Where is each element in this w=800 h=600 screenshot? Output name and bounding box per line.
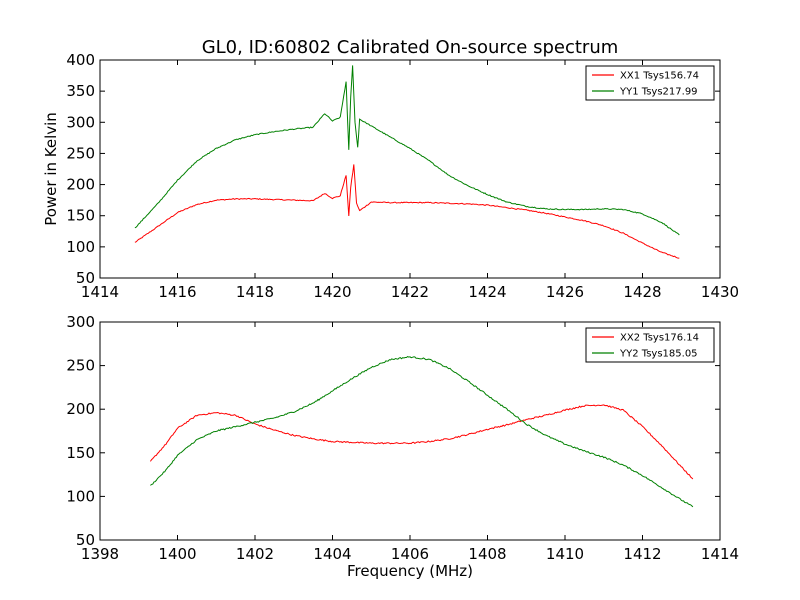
top-series-line-1 — [134, 164, 680, 259]
bottom-y-tick-label: 100 — [66, 487, 95, 505]
bottom-x-tick-label: 1404 — [313, 545, 351, 563]
top-legend-box — [585, 65, 715, 101]
top-x-tick-label: 1418 — [236, 283, 274, 301]
top-x-tick-label: 1416 — [158, 283, 196, 301]
top-legend: XX1 Tsys156.74 YY1 Tsys217.99 — [585, 65, 715, 101]
top-series-line-2 — [134, 65, 680, 236]
top-x-tick-label: 1420 — [313, 283, 351, 301]
top-y-tick-label: 350 — [66, 82, 95, 100]
bottom-x-tick-label: 1398 — [81, 545, 119, 563]
top-x-tick-label: 1430 — [701, 283, 739, 301]
bottom-legend-entry-2: YY2 Tsys185.05 — [619, 349, 698, 360]
top-legend-entry-2: YY1 Tsys217.99 — [619, 87, 698, 98]
top-x-tick-label: 1426 — [546, 283, 584, 301]
top-y-tick-label: 50 — [76, 269, 95, 287]
top-y-tick-label: 400 — [66, 51, 95, 69]
top-y-tick-label: 200 — [66, 176, 95, 194]
bottom-y-tick-label: 250 — [66, 357, 95, 375]
bottom-x-tick-label: 1406 — [391, 545, 429, 563]
top-x-tick-label: 1414 — [81, 283, 119, 301]
top-x-tick-label: 1422 — [391, 283, 429, 301]
y-axis-label: Power in Kelvin — [42, 112, 60, 226]
bottom-x-tick-label: 1412 — [623, 545, 661, 563]
bottom-spectrum-panel: 1398 1400 1402 1404 1406 1408 1410 1412 1414 50 10… — [66, 313, 739, 563]
top-x-tick-label: 1424 — [468, 283, 506, 301]
bottom-series-line-2 — [150, 356, 694, 508]
bottom-x-tick-label: 1408 — [468, 545, 506, 563]
top-x-tick-label: 1428 — [623, 283, 661, 301]
top-y-tick-label: 250 — [66, 144, 95, 162]
bottom-x-tick-label: 1410 — [546, 545, 584, 563]
top-y-tick-label: 100 — [66, 238, 95, 256]
bottom-x-tick-label: 1402 — [236, 545, 274, 563]
bottom-series-line-1 — [149, 404, 694, 480]
x-axis-label: Frequency (MHz) — [347, 562, 473, 580]
bottom-legend-box — [585, 327, 715, 363]
top-spectrum-panel: 1414 1416 1418 1420 1422 1424 1426 1428 1430 50 10… — [66, 51, 739, 301]
top-y-tick-label: 300 — [66, 113, 95, 131]
bottom-y-tick-label: 150 — [66, 444, 95, 462]
bottom-legend: XX2 Tsys176.14 YY2 Tsys185.05 — [585, 327, 715, 363]
bottom-legend-entry-1: XX2 Tsys176.14 — [620, 333, 699, 344]
top-legend-entry-1: XX1 Tsys156.74 — [620, 71, 699, 82]
figure-title: GL0, ID:60802 Calibrated On-source spect… — [202, 37, 619, 58]
bottom-y-tick-label: 200 — [66, 400, 95, 418]
bottom-x-tick-label: 1400 — [158, 545, 196, 563]
bottom-y-tick-label: 300 — [66, 313, 95, 331]
bottom-x-tick-label: 1414 — [701, 545, 739, 563]
top-y-tick-label: 150 — [66, 207, 95, 225]
bottom-y-tick-label: 50 — [76, 531, 95, 549]
